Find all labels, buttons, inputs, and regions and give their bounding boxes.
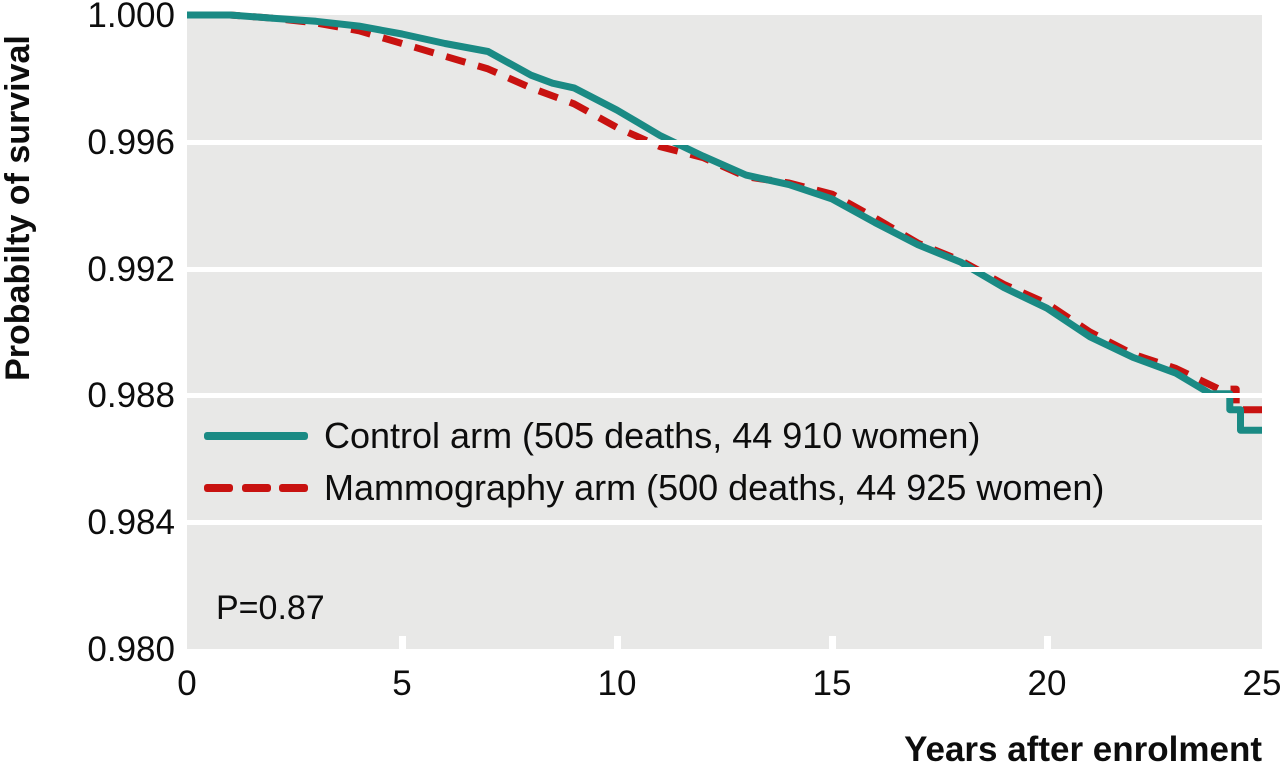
x-tick-mark — [1044, 636, 1051, 649]
mammography-arm-curve — [187, 11, 1262, 414]
x-tick-label: 25 — [1242, 664, 1280, 703]
x-axis-title: Years after enrolment — [904, 730, 1262, 769]
control-arm-curve — [187, 11, 1262, 434]
gridline — [187, 267, 1262, 272]
legend-label-control: Control arm (505 deaths, 44 910 women) — [324, 415, 981, 456]
y-tick-label: 0.984 — [87, 503, 175, 543]
y-tick-label: 0.988 — [87, 376, 175, 416]
y-tick-label: 0.992 — [87, 249, 175, 289]
x-tick-label: 10 — [597, 664, 637, 703]
y-axis-title: Probabilty of survival — [0, 35, 37, 381]
x-tick-label: 20 — [1027, 664, 1067, 703]
gridline — [187, 140, 1262, 145]
y-tick-label: 1.000 — [87, 0, 175, 35]
x-tick-mark — [829, 636, 836, 649]
gridline — [187, 393, 1262, 398]
y-tick-label: 0.996 — [87, 122, 175, 162]
legend-label-mammography: Mammography arm (500 deaths, 44 925 wome… — [324, 467, 1105, 508]
p-value-annotation: P=0.87 — [216, 589, 325, 627]
y-tick-label: 0.980 — [87, 630, 175, 669]
x-tick-label: 15 — [812, 664, 852, 703]
legend-item-mammography: Mammography arm (500 deaths, 44 925 wome… — [204, 462, 1104, 514]
plot-area — [187, 11, 1262, 649]
mammography-line-swatch — [204, 484, 308, 492]
legend: Control arm (505 deaths, 44 910 women) M… — [204, 410, 1104, 514]
x-tick-mark — [614, 636, 621, 649]
x-tick-label: 5 — [392, 664, 412, 703]
x-tick-mark — [399, 636, 406, 649]
control-line-swatch — [204, 432, 308, 440]
legend-item-control: Control arm (505 deaths, 44 910 women) — [204, 410, 1104, 462]
gridline — [187, 520, 1262, 525]
survival-curves — [187, 11, 1262, 434]
x-tick-label: 0 — [177, 664, 197, 703]
